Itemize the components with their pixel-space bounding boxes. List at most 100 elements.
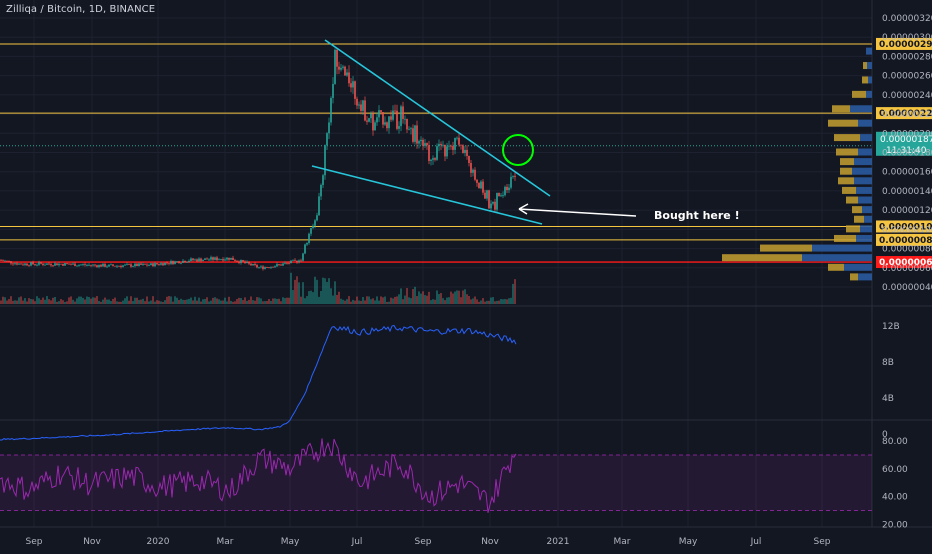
rsi-pane: 80.00 60.00 40.00 20.00 bbox=[0, 437, 908, 530]
volume-bar-200 bbox=[400, 288, 402, 304]
candle-body-242 bbox=[484, 192, 486, 199]
candle-body-234 bbox=[468, 156, 470, 163]
candle-body-216 bbox=[432, 158, 434, 160]
volume-bar-149 bbox=[298, 282, 300, 304]
volume-bar-115 bbox=[230, 300, 232, 304]
price-tick-label-5: 0.00000220 bbox=[882, 110, 932, 120]
volume-bar-103 bbox=[206, 297, 208, 304]
candle-body-250 bbox=[500, 195, 502, 197]
volume-bar-229 bbox=[458, 290, 460, 304]
candle-body-223 bbox=[446, 146, 448, 157]
volume-bar-100 bbox=[200, 301, 202, 304]
vp-bar-down-15 bbox=[846, 225, 860, 233]
volume-bar-217 bbox=[434, 299, 436, 304]
vp-bar-down-4 bbox=[832, 105, 850, 113]
volume-bar-253 bbox=[506, 299, 508, 304]
candle-body-163 bbox=[326, 133, 328, 146]
candle-body-59 bbox=[118, 265, 120, 267]
candle-body-199 bbox=[398, 126, 400, 129]
candle-body-227 bbox=[454, 137, 456, 150]
volume-bar-32 bbox=[64, 301, 66, 304]
vp-bar-up-19 bbox=[844, 263, 872, 271]
time-tick-label-7: Nov bbox=[481, 537, 499, 547]
candle-body-175 bbox=[350, 83, 352, 88]
volume-bar-143 bbox=[286, 297, 288, 304]
candle-body-183 bbox=[366, 120, 368, 122]
volume-bar-233 bbox=[466, 294, 468, 304]
volume-bar-145 bbox=[290, 272, 292, 304]
candle-body-36 bbox=[72, 263, 74, 265]
time-tick-label-0: Sep bbox=[26, 537, 43, 547]
volume-bar-195 bbox=[390, 297, 392, 304]
volume-bar-41 bbox=[82, 297, 84, 304]
candle-body-213 bbox=[426, 143, 428, 146]
volume-bar-197 bbox=[394, 296, 396, 304]
candle-body-2 bbox=[4, 260, 6, 262]
volume-bar-42 bbox=[84, 299, 86, 304]
drawings: Bought here ! bbox=[311, 39, 740, 225]
volume-bar-222 bbox=[444, 300, 446, 304]
candle-body-125 bbox=[250, 263, 252, 266]
volume-bar-188 bbox=[376, 296, 378, 304]
candle-body-108 bbox=[216, 257, 218, 261]
candle-body-236 bbox=[472, 169, 474, 173]
candle-body-249 bbox=[498, 192, 500, 197]
candle-body-110 bbox=[220, 259, 222, 260]
candle-body-146 bbox=[292, 259, 294, 261]
candle-body-172 bbox=[344, 66, 346, 76]
volume-bar-45 bbox=[90, 298, 92, 304]
candle-body-247 bbox=[494, 201, 496, 210]
horizontal-levels: 0.00000293 0.00000221 0.00000103 0.00000089… bbox=[0, 37, 932, 269]
candle-body-45 bbox=[90, 264, 92, 266]
candle-body-109 bbox=[218, 259, 220, 261]
candle-body-218 bbox=[436, 146, 438, 160]
volume-bar-81 bbox=[162, 301, 164, 304]
candle-body-91 bbox=[182, 260, 184, 263]
candle-body-190 bbox=[380, 110, 382, 113]
volume-bar-69 bbox=[138, 299, 140, 304]
volume-bar-134 bbox=[268, 299, 270, 304]
candle-body-181 bbox=[362, 100, 364, 111]
vp-bar-down-5 bbox=[828, 119, 858, 127]
candle-body-161 bbox=[322, 175, 324, 185]
candle-body-117 bbox=[234, 259, 236, 261]
volume-bar-187 bbox=[374, 300, 376, 304]
candle-body-168 bbox=[336, 49, 338, 67]
volume-bar-237 bbox=[474, 296, 476, 304]
volume-bar-72 bbox=[144, 301, 146, 304]
candle-body-60 bbox=[120, 265, 122, 267]
volume-bar-8 bbox=[16, 300, 18, 304]
candle-body-159 bbox=[318, 196, 320, 216]
candle-body-170 bbox=[340, 67, 342, 70]
candle-body-4 bbox=[8, 260, 10, 262]
volume-bar-213 bbox=[426, 295, 428, 304]
symbol-title: Zilliqa / Bitcoin, 1D, BINANCE bbox=[6, 4, 156, 15]
volume-bar-140 bbox=[280, 301, 282, 304]
level-tag-label-2: 0.00000103 bbox=[879, 222, 932, 232]
candle-body-219 bbox=[438, 143, 440, 147]
volume-bar-98 bbox=[196, 300, 198, 304]
volume-bars bbox=[0, 272, 516, 304]
volume-bar-171 bbox=[342, 299, 344, 304]
level-tag-label-0: 0.00000293 bbox=[879, 40, 932, 50]
candle-body-189 bbox=[378, 110, 380, 118]
volume-bar-35 bbox=[70, 296, 72, 304]
volume-bar-190 bbox=[380, 296, 382, 304]
candle-body-205 bbox=[410, 128, 412, 130]
candle-body-126 bbox=[252, 263, 254, 266]
volume-bar-131 bbox=[262, 301, 264, 304]
candle-body-88 bbox=[176, 261, 178, 263]
volume-bar-37 bbox=[74, 301, 76, 304]
candle-body-233 bbox=[466, 149, 468, 157]
candle-body-147 bbox=[294, 259, 296, 261]
volume-bar-22 bbox=[44, 299, 46, 304]
volume-bar-2 bbox=[4, 297, 6, 304]
candle-body-192 bbox=[384, 122, 386, 125]
volume-bar-238 bbox=[476, 299, 478, 304]
volume-bar-96 bbox=[192, 300, 194, 304]
candle-body-20 bbox=[40, 262, 42, 264]
candle-body-214 bbox=[428, 145, 430, 161]
current-price-tag bbox=[876, 131, 932, 156]
